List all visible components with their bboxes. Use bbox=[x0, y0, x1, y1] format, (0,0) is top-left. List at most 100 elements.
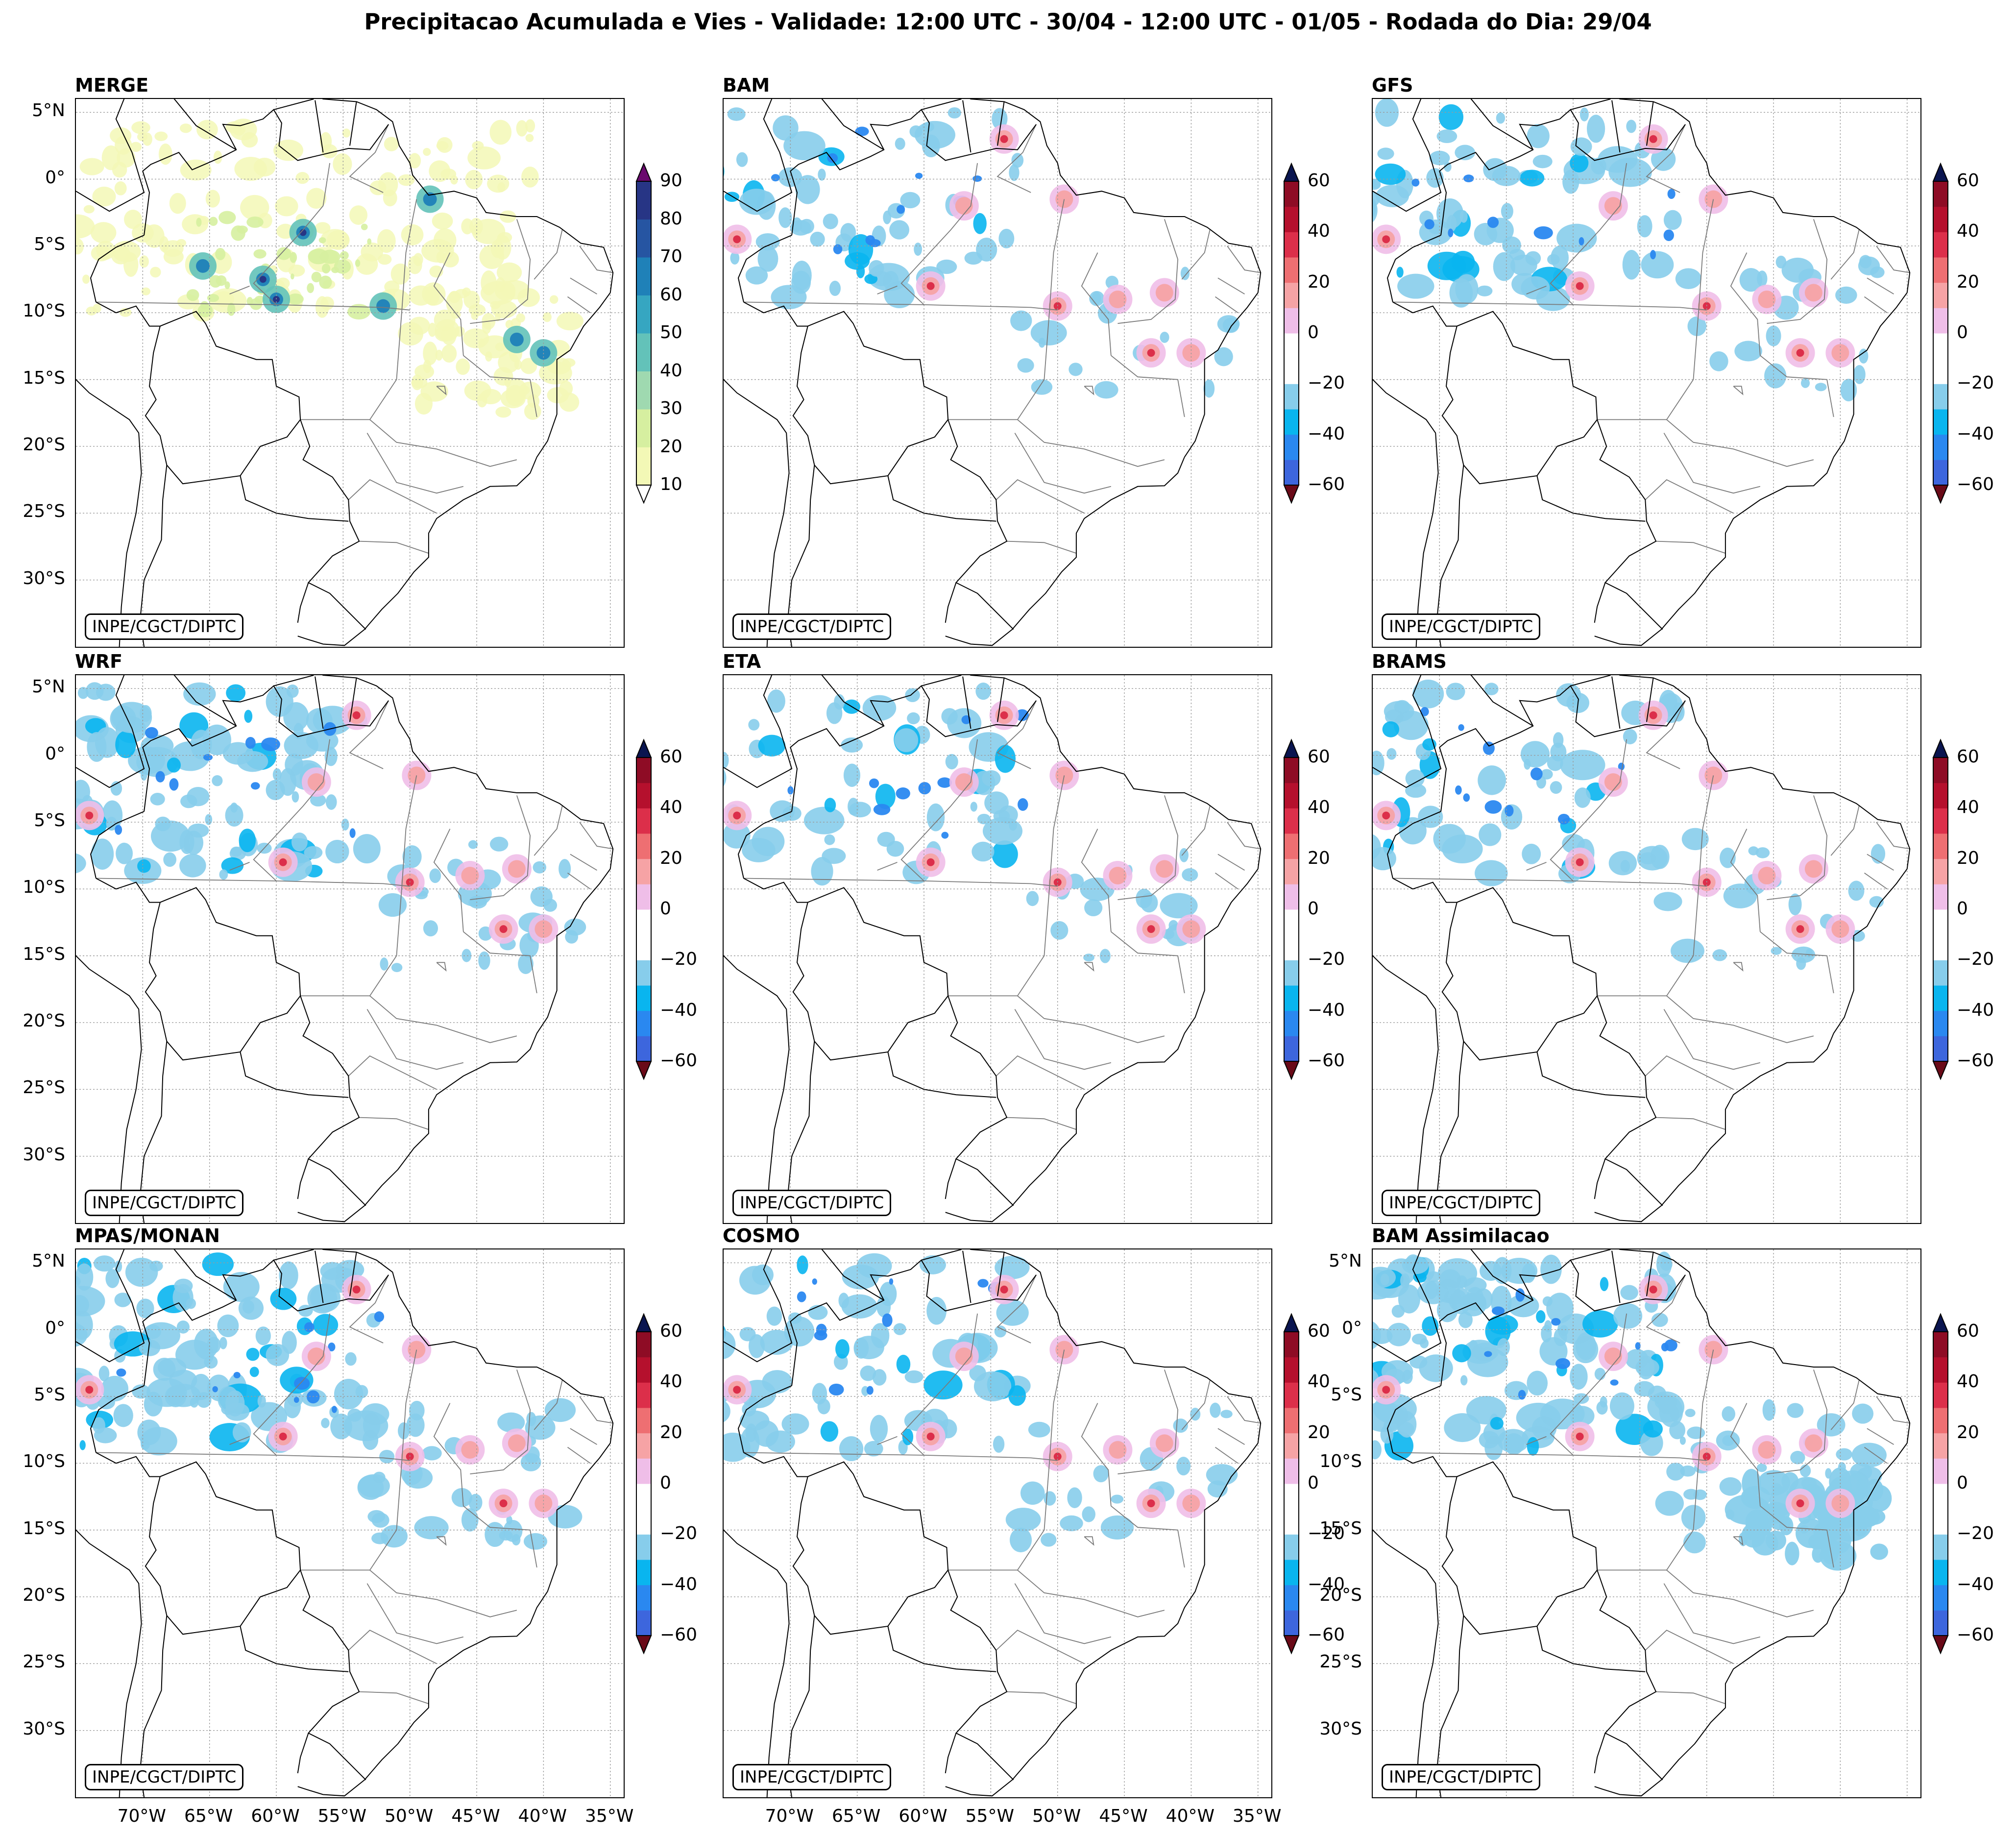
precip-blob bbox=[144, 224, 165, 248]
precip-blob bbox=[209, 288, 247, 314]
precip-blob bbox=[384, 280, 400, 293]
precip-blob bbox=[1386, 748, 1397, 760]
precip-blob bbox=[973, 213, 987, 234]
precip-blob bbox=[76, 1286, 105, 1317]
country-border bbox=[1386, 235, 1441, 302]
precip-blob bbox=[115, 825, 122, 835]
state-border bbox=[349, 1274, 389, 1344]
country-border bbox=[1536, 1626, 1646, 1672]
colorbar-tick-label: −60 bbox=[1957, 1625, 1994, 1645]
precip-blob bbox=[116, 842, 133, 864]
precip-blob bbox=[101, 1375, 129, 1402]
country-border bbox=[315, 676, 324, 729]
precip-blob bbox=[1527, 124, 1550, 148]
precip-blob bbox=[290, 273, 294, 280]
precip-blob bbox=[1482, 741, 1495, 755]
colorbar-segment bbox=[1284, 282, 1299, 308]
colorbar-tick-label: −60 bbox=[1308, 1051, 1345, 1071]
precip-blob bbox=[853, 1336, 884, 1359]
precip-blob bbox=[827, 153, 838, 163]
colorbar-tick-label: 60 bbox=[660, 284, 682, 305]
precip-blob bbox=[266, 1344, 290, 1366]
precip-blob bbox=[1439, 1269, 1461, 1290]
colorbar-tick-label: 30 bbox=[660, 398, 682, 418]
precip-blob bbox=[422, 1446, 442, 1461]
country-border bbox=[1470, 1249, 1533, 1301]
precip-blob bbox=[1382, 1386, 1390, 1394]
colorbar-svg bbox=[1283, 162, 1300, 504]
precip-blob bbox=[186, 289, 199, 301]
country-border bbox=[297, 1733, 309, 1774]
state-border bbox=[1645, 479, 1734, 514]
precip-blob bbox=[926, 282, 935, 290]
colorbar-svg bbox=[1932, 1313, 1949, 1655]
precip-blob bbox=[361, 242, 383, 262]
precip-blob bbox=[85, 1386, 94, 1394]
precip-blob bbox=[1477, 285, 1493, 296]
precip-blob bbox=[244, 709, 253, 723]
colorbar-extend-bottom bbox=[1283, 1635, 1300, 1655]
state-border bbox=[743, 301, 1058, 311]
precip-blob bbox=[527, 394, 540, 408]
colorbar-segment bbox=[1284, 1560, 1299, 1586]
precip-blob bbox=[239, 829, 256, 853]
country-border bbox=[76, 1249, 145, 1363]
precip-blob bbox=[1044, 1491, 1056, 1506]
precip-blob bbox=[353, 834, 381, 864]
colorbar-segment bbox=[1284, 1509, 1299, 1535]
state-border bbox=[1081, 1403, 1112, 1506]
colorbar-segment bbox=[1284, 783, 1299, 808]
precip-blob bbox=[1758, 1441, 1776, 1459]
precip-blob bbox=[1604, 1347, 1622, 1366]
precip-blob bbox=[246, 216, 264, 228]
precip-blob bbox=[869, 260, 884, 277]
precip-blob bbox=[167, 758, 181, 773]
precip-blob bbox=[926, 858, 935, 866]
precip-blob bbox=[889, 1278, 894, 1285]
precip-blob bbox=[1444, 1289, 1466, 1305]
precip-blob bbox=[1380, 1273, 1389, 1286]
gridlines bbox=[724, 675, 1271, 1223]
x-tick-label: 65°W bbox=[831, 1806, 881, 1826]
panel-title: BAM bbox=[723, 74, 770, 96]
precip-blob bbox=[1458, 724, 1464, 731]
colorbar-tick-label: 20 bbox=[660, 1422, 682, 1443]
precip-blob bbox=[273, 139, 304, 161]
precip-blob bbox=[1663, 229, 1674, 241]
precip-blob bbox=[233, 1371, 241, 1379]
map-canvas bbox=[76, 1249, 624, 1797]
precip-blob bbox=[215, 247, 226, 261]
precip-blob bbox=[1620, 1285, 1638, 1300]
colorbar-segment bbox=[1284, 858, 1299, 884]
precip-blob bbox=[1160, 331, 1169, 343]
precip-blob bbox=[1709, 351, 1728, 371]
coastline bbox=[297, 1249, 614, 1797]
precip-blob bbox=[423, 147, 431, 156]
colorbar-extend-top bbox=[1283, 1313, 1300, 1332]
precip-blob bbox=[783, 131, 826, 161]
country-border bbox=[1392, 878, 1663, 1206]
precip-blob bbox=[429, 868, 441, 883]
credit-label: INPE/CGCT/DIPTC bbox=[732, 1190, 892, 1216]
precip-blob bbox=[1643, 1420, 1663, 1438]
precip-blob bbox=[883, 210, 892, 224]
state-border bbox=[1656, 540, 1726, 554]
precip-blob bbox=[811, 856, 833, 886]
precip-blob bbox=[371, 1513, 389, 1528]
precip-blob bbox=[995, 745, 1016, 773]
state-border bbox=[1698, 775, 1714, 886]
precip-blob bbox=[328, 1342, 336, 1352]
state-border bbox=[567, 872, 591, 890]
colorbar bbox=[1930, 1312, 1955, 1667]
precip-blob bbox=[1796, 349, 1804, 357]
precip-blob bbox=[1804, 860, 1822, 878]
precip-blob bbox=[1000, 1285, 1008, 1294]
precip-blob bbox=[1038, 338, 1045, 348]
precip-blob bbox=[219, 869, 228, 880]
precip-blob bbox=[319, 275, 332, 289]
y-tick-label: 0° bbox=[45, 743, 65, 764]
colorbar-segment bbox=[1933, 333, 1948, 359]
state-border bbox=[877, 861, 898, 871]
precip-blob bbox=[1396, 267, 1404, 278]
precip-blob bbox=[376, 299, 390, 313]
